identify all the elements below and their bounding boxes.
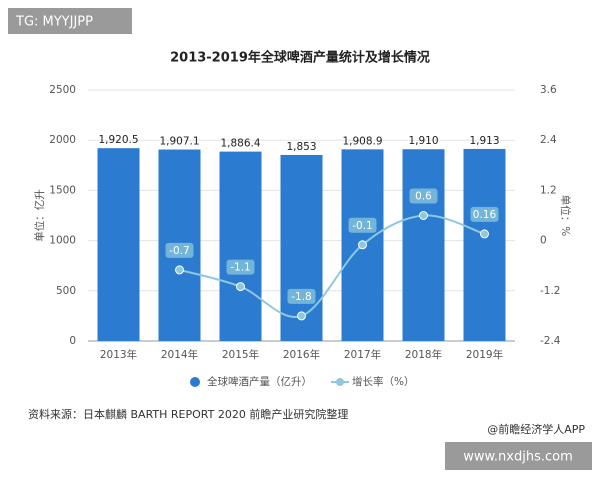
bar-value-label: 1,886.4 bbox=[220, 138, 260, 150]
legend-swatch bbox=[336, 378, 344, 386]
y-tick-label: 2500 bbox=[49, 84, 76, 96]
tag: TG: MYYJJPP bbox=[15, 15, 93, 30]
y-tick-label: 2000 bbox=[49, 134, 76, 146]
bar-value-label: 1,908.9 bbox=[342, 135, 382, 147]
line-label-bg bbox=[470, 206, 499, 222]
line-point bbox=[297, 311, 306, 321]
bar bbox=[463, 148, 506, 341]
bar bbox=[97, 148, 140, 341]
line-label-bg bbox=[409, 188, 438, 204]
y2-tick-label: 0 bbox=[540, 235, 547, 247]
line-value-label: -1.1 bbox=[230, 262, 251, 274]
line-value-label: -0.7 bbox=[169, 245, 190, 257]
line-value-label: -0.1 bbox=[352, 220, 373, 232]
bar bbox=[280, 154, 323, 341]
bar-value-label: 1,907.1 bbox=[159, 136, 199, 148]
y2-tick-label: 3.6 bbox=[540, 84, 557, 96]
y2-tick-label: 1.2 bbox=[540, 184, 557, 196]
line-value-label: -1.8 bbox=[291, 291, 312, 303]
x-tick-label: 2017年 bbox=[344, 348, 381, 361]
y-tick-label: 500 bbox=[56, 285, 76, 297]
bar bbox=[219, 151, 262, 341]
credit: @前瞻经济学人APP bbox=[487, 422, 585, 436]
site-box bbox=[445, 442, 592, 470]
line-point bbox=[236, 282, 245, 292]
y2-tick-label: -2.4 bbox=[540, 335, 561, 347]
x-tick-label: 2019年 bbox=[466, 348, 503, 361]
y-tick-label: 0 bbox=[69, 335, 76, 347]
x-tick-label: 2013年 bbox=[100, 348, 137, 361]
source: 资料来源：日本麒麟 BARTH REPORT 2020 前瞻产业研究院整理 bbox=[28, 407, 348, 421]
line-value-label: 0.16 bbox=[473, 209, 497, 221]
line-label-bg bbox=[226, 259, 255, 275]
line-label-bg bbox=[348, 217, 377, 233]
line-value-label: 0.6 bbox=[415, 191, 432, 203]
x-tick-label: 2014年 bbox=[161, 348, 198, 361]
chart-title: 2013-2019年全球啤酒产量统计及增长情况 bbox=[170, 50, 430, 66]
y-tick-label: 1000 bbox=[49, 235, 76, 247]
line-point bbox=[480, 229, 489, 239]
x-tick-label: 2018年 bbox=[405, 348, 442, 361]
tag-box bbox=[8, 8, 132, 34]
x-tick-label: 2016年 bbox=[283, 348, 320, 361]
legend-swatch bbox=[190, 377, 200, 387]
line-point bbox=[175, 265, 184, 275]
line-label-bg bbox=[165, 242, 194, 258]
legend-label: 增长率（%） bbox=[352, 375, 414, 388]
bar-value-label: 1,920.5 bbox=[98, 134, 138, 146]
line-label-bg bbox=[287, 288, 316, 304]
y2-axis-label: 单位：% bbox=[559, 195, 572, 236]
bar-value-label: 1,853 bbox=[286, 141, 316, 153]
y-tick-label: 1500 bbox=[49, 184, 76, 196]
line-point bbox=[358, 240, 367, 250]
y2-tick-label: -1.2 bbox=[540, 285, 561, 297]
y-axis-label: 单位：亿升 bbox=[33, 189, 46, 242]
line-point bbox=[419, 211, 428, 220]
bar-value-label: 1,910 bbox=[408, 135, 438, 147]
bar bbox=[402, 149, 445, 341]
legend-label: 全球啤酒产量（亿升） bbox=[207, 375, 312, 388]
y2-tick-label: 2.4 bbox=[540, 134, 557, 146]
x-tick-label: 2015年 bbox=[222, 348, 259, 361]
bar-value-label: 1,913 bbox=[469, 135, 499, 147]
site: www.nxdjhs.com bbox=[463, 450, 573, 465]
